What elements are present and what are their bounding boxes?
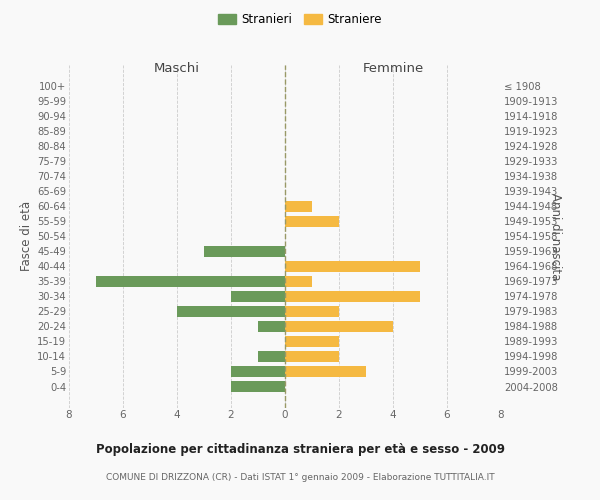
- Bar: [285, 216, 339, 226]
- Legend: Stranieri, Straniere: Stranieri, Straniere: [213, 8, 387, 31]
- Text: COMUNE DI DRIZZONA (CR) - Dati ISTAT 1° gennaio 2009 - Elaborazione TUTTITALIA.I: COMUNE DI DRIZZONA (CR) - Dati ISTAT 1° …: [106, 472, 494, 482]
- Bar: [204, 246, 285, 256]
- Bar: [231, 366, 285, 377]
- Bar: [285, 336, 339, 347]
- Text: Popolazione per cittadinanza straniera per età e sesso - 2009: Popolazione per cittadinanza straniera p…: [95, 442, 505, 456]
- Text: Maschi: Maschi: [154, 62, 200, 76]
- Bar: [285, 291, 420, 302]
- Y-axis label: Anni di nascita: Anni di nascita: [550, 192, 562, 280]
- Bar: [231, 291, 285, 302]
- Text: Femmine: Femmine: [362, 62, 424, 76]
- Bar: [285, 201, 312, 211]
- Bar: [285, 261, 420, 272]
- Bar: [285, 351, 339, 362]
- Bar: [258, 321, 285, 332]
- Bar: [285, 366, 366, 377]
- Bar: [285, 321, 393, 332]
- Bar: [231, 381, 285, 392]
- Bar: [258, 351, 285, 362]
- Bar: [285, 276, 312, 286]
- Bar: [177, 306, 285, 317]
- Bar: [96, 276, 285, 286]
- Bar: [285, 306, 339, 317]
- Y-axis label: Fasce di età: Fasce di età: [20, 201, 33, 272]
